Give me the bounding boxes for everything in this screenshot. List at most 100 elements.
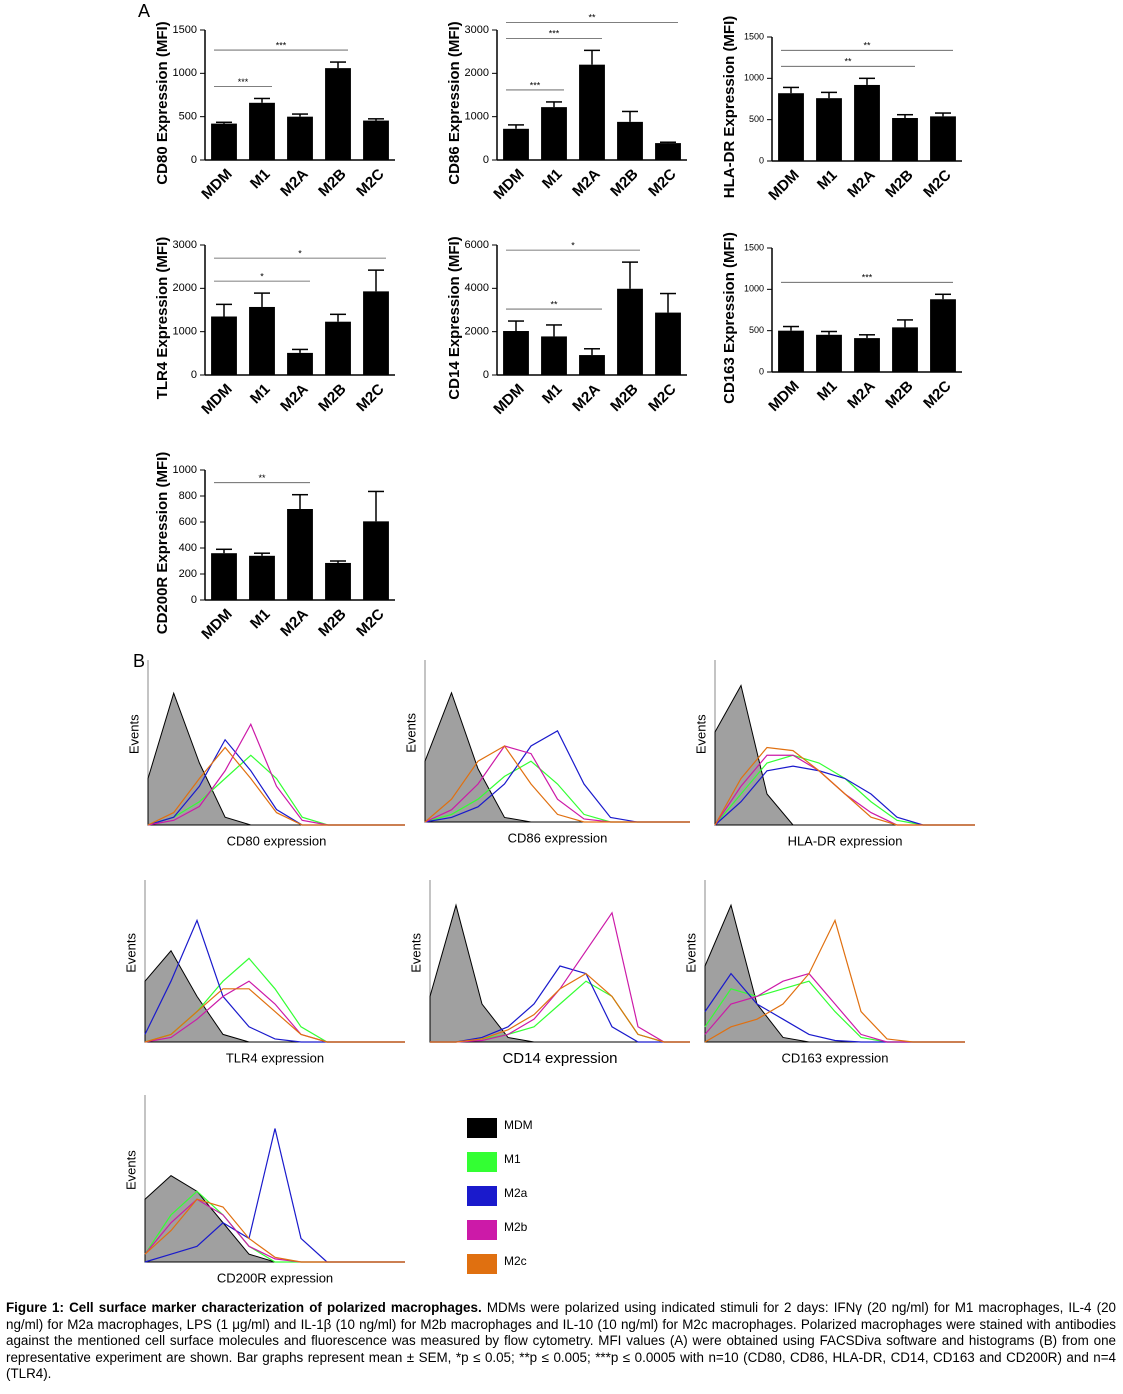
x-axis-label: CD200R expression bbox=[217, 1270, 333, 1285]
legend-swatch bbox=[467, 1118, 497, 1138]
x-tick-label: MDM bbox=[198, 166, 235, 203]
x-tick-label: M1 bbox=[247, 381, 274, 408]
x-tick-label: M2C bbox=[920, 377, 955, 412]
y-axis-label: CD200R Expression (MFI) bbox=[154, 452, 171, 635]
significance-label: *** bbox=[238, 77, 249, 87]
y-axis-label: CD14 Expression (MFI) bbox=[446, 236, 463, 399]
significance-label: *** bbox=[862, 273, 873, 283]
bar bbox=[816, 334, 842, 372]
bar bbox=[579, 355, 605, 375]
significance-label: *** bbox=[530, 80, 541, 90]
histogram-line bbox=[144, 1198, 405, 1263]
x-tick-label: M2C bbox=[920, 166, 955, 201]
y-tick-label: 0 bbox=[191, 154, 197, 166]
x-axis-label: HLA-DR expression bbox=[788, 833, 903, 848]
histogram-line bbox=[430, 965, 690, 1043]
panel-label: B bbox=[133, 651, 145, 671]
y-tick-label: 1000 bbox=[173, 326, 197, 338]
y-tick-label: 0 bbox=[191, 594, 197, 606]
y-axis-label: CD163 Expression (MFI) bbox=[721, 232, 738, 404]
histogram-line bbox=[144, 988, 405, 1043]
caption: Figure 1: Cell surface marker characteri… bbox=[6, 1300, 1116, 1383]
bar bbox=[503, 331, 529, 375]
bar bbox=[363, 120, 389, 160]
x-tick-label: M2A bbox=[277, 605, 312, 640]
x-tick-label: M1 bbox=[814, 167, 841, 194]
y-axis-label: Events bbox=[408, 933, 423, 973]
x-tick-label: M1 bbox=[247, 166, 274, 193]
bar bbox=[930, 116, 956, 161]
significance-label: ** bbox=[844, 57, 852, 67]
x-tick-label: M2B bbox=[882, 377, 917, 412]
significance-label: *** bbox=[276, 40, 287, 50]
histogram-area bbox=[424, 691, 690, 823]
legend-swatch bbox=[467, 1152, 497, 1172]
legend-swatch bbox=[467, 1220, 497, 1240]
significance-label: *** bbox=[549, 29, 560, 39]
bar bbox=[325, 68, 351, 160]
x-axis-label: CD80 expression bbox=[227, 833, 327, 848]
y-tick-label: 0 bbox=[759, 366, 764, 376]
legend-label: M1 bbox=[504, 1152, 521, 1166]
x-tick-label: M2B bbox=[882, 166, 917, 201]
bar bbox=[655, 312, 681, 375]
bar bbox=[211, 553, 237, 600]
caption-title: Figure 1: Cell surface marker characteri… bbox=[6, 1300, 482, 1315]
bar bbox=[287, 352, 313, 375]
caption-text: MDMs were polarized using indicated stim… bbox=[6, 1300, 1116, 1381]
x-tick-label: MDM bbox=[198, 381, 235, 418]
x-tick-label: M2A bbox=[277, 380, 312, 415]
histogram-area bbox=[144, 1175, 405, 1263]
x-tick-label: M1 bbox=[539, 381, 566, 408]
significance-label: ** bbox=[863, 41, 871, 51]
panel-label: A bbox=[138, 1, 150, 21]
x-tick-label: M2A bbox=[569, 165, 604, 200]
x-tick-label: M1 bbox=[247, 606, 274, 633]
bar bbox=[287, 509, 313, 600]
x-tick-label: MDM bbox=[765, 167, 802, 204]
bar bbox=[617, 121, 643, 160]
y-tick-label: 0 bbox=[483, 369, 489, 381]
x-tick-label: M2A bbox=[844, 377, 879, 412]
x-tick-label: M2C bbox=[353, 380, 388, 415]
y-axis-label: Events bbox=[683, 933, 698, 973]
y-axis-label: Events bbox=[123, 933, 138, 973]
x-tick-label: M1 bbox=[814, 378, 841, 405]
y-tick-label: 500 bbox=[749, 114, 764, 124]
x-tick-label: M2B bbox=[315, 165, 350, 200]
x-axis-label: CD163 expression bbox=[782, 1050, 889, 1065]
x-tick-label: MDM bbox=[198, 606, 235, 643]
x-tick-label: M2B bbox=[607, 380, 642, 415]
y-tick-label: 1500 bbox=[173, 24, 197, 36]
y-tick-label: 4000 bbox=[465, 282, 489, 294]
bar bbox=[617, 288, 643, 375]
y-axis-label: HLA-DR Expression (MFI) bbox=[721, 16, 738, 199]
y-tick-label: 0 bbox=[759, 155, 764, 165]
bar bbox=[249, 102, 275, 160]
bar bbox=[854, 338, 880, 372]
significance-label: ** bbox=[550, 299, 558, 309]
x-tick-label: MDM bbox=[490, 381, 527, 418]
histogram-area bbox=[704, 903, 965, 1043]
legend-label: M2b bbox=[504, 1220, 528, 1234]
y-axis-label: Events bbox=[123, 1150, 138, 1190]
y-axis-label: Events bbox=[403, 713, 418, 753]
y-tick-label: 2000 bbox=[465, 67, 489, 79]
x-tick-label: MDM bbox=[490, 166, 527, 203]
y-tick-label: 2000 bbox=[465, 326, 489, 338]
y-axis-label: Events bbox=[126, 714, 141, 754]
x-axis-label: CD14 expression bbox=[502, 1050, 617, 1067]
histogram-area bbox=[714, 684, 975, 826]
histogram-line bbox=[147, 746, 405, 826]
y-tick-label: 1000 bbox=[173, 464, 197, 476]
y-tick-label: 3000 bbox=[173, 239, 197, 251]
histogram-line bbox=[430, 972, 690, 1043]
y-tick-label: 800 bbox=[179, 490, 197, 502]
y-tick-label: 3000 bbox=[465, 24, 489, 36]
y-tick-label: 1000 bbox=[744, 284, 764, 294]
bar bbox=[655, 143, 681, 160]
bar bbox=[816, 98, 842, 161]
significance-label: ** bbox=[588, 13, 596, 23]
y-tick-label: 500 bbox=[179, 111, 197, 123]
